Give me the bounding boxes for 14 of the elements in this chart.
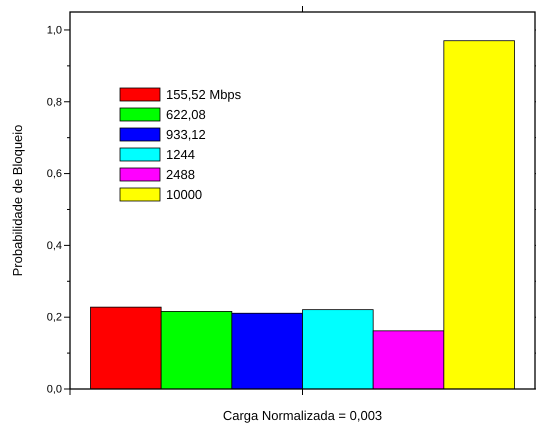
y-tick-label: 0,6 [46,168,62,180]
y-tick-label: 0,0 [46,384,62,396]
legend-label: 933,12 [166,127,206,142]
legend-label: 2488 [166,167,195,182]
legend-label: 622,08 [166,107,206,122]
legend-label: 10000 [166,187,202,202]
y-tick-label: 1,0 [46,24,62,36]
legend-label: 1244 [166,147,195,162]
y-tick-label: 0,8 [46,96,62,108]
y-tick-label: 0,2 [46,312,62,324]
y-tick-label: 0,4 [46,240,62,252]
legend-label: 155,52 Mbps [166,87,242,102]
x-axis-title: Carga Normalizada = 0,003 [222,408,382,423]
y-axis-title: Probabilidade de Bloqueio [10,124,25,276]
